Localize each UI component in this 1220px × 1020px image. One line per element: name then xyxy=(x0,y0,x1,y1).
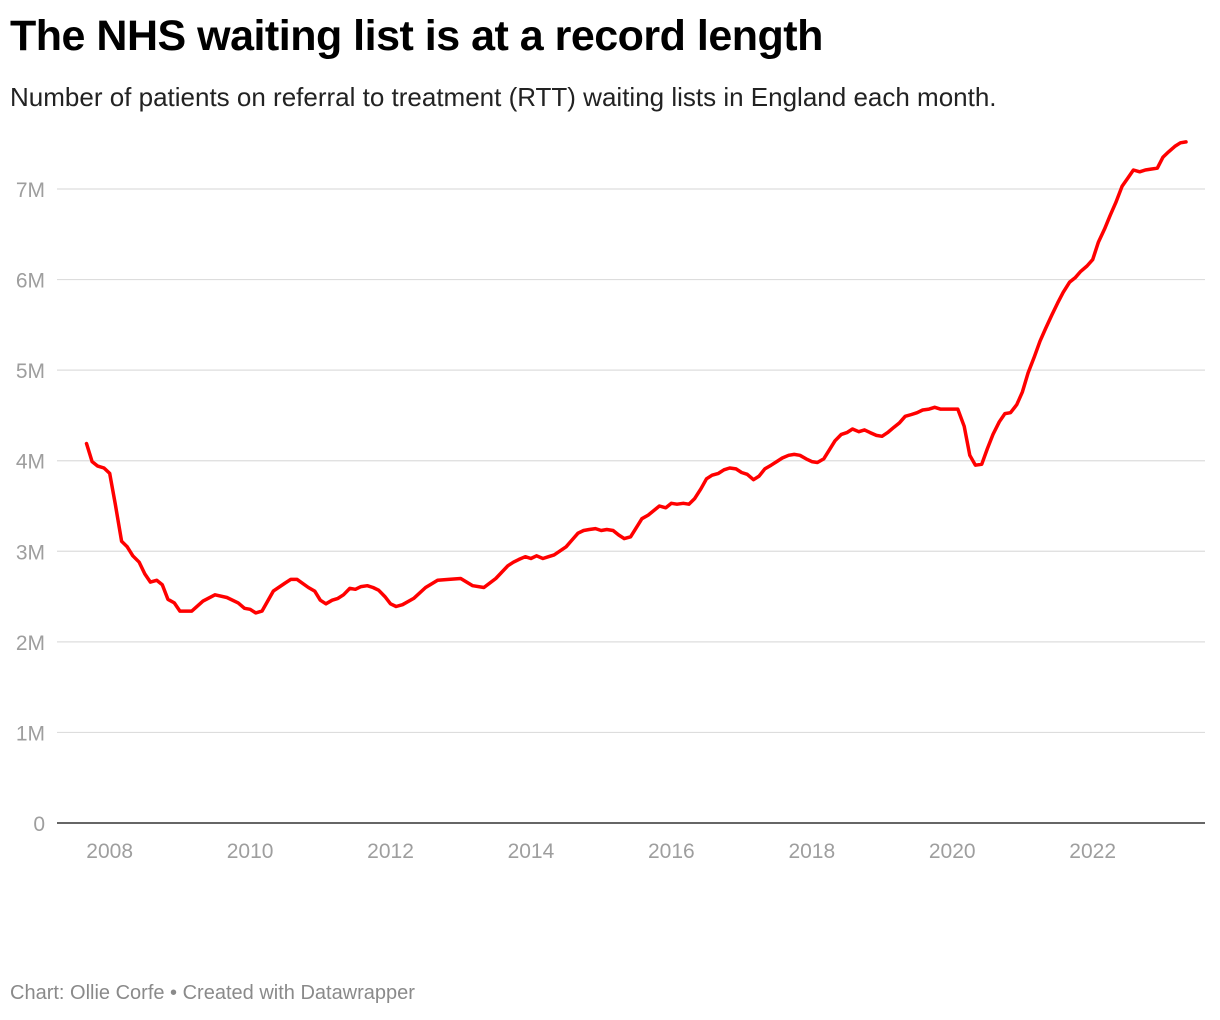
y-tick-label: 7M xyxy=(16,179,45,202)
y-axis-labels: 0 1M 2M 3M 4M 5M 6M 7M xyxy=(16,179,45,836)
x-tick-label: 2008 xyxy=(86,840,133,863)
y-tick-label: 5M xyxy=(16,360,45,383)
x-tick-label: 2022 xyxy=(1069,840,1116,863)
x-tick-label: 2016 xyxy=(648,840,695,863)
chart-subtitle: Number of patients on referral to treatm… xyxy=(10,82,997,112)
y-tick-label: 3M xyxy=(16,541,45,564)
y-tick-label: 0 xyxy=(33,813,45,836)
x-tick-label: 2012 xyxy=(367,840,414,863)
y-tick-label: 2M xyxy=(16,632,45,655)
series-layer xyxy=(84,140,1188,615)
y-tick-label: 6M xyxy=(16,270,45,293)
x-tick-label: 2010 xyxy=(227,840,274,863)
x-tick-label: 2014 xyxy=(508,840,555,863)
x-axis-labels: 2008 2010 2012 2014 2016 2018 2020 2022 xyxy=(86,840,1116,863)
x-tick-label: 2020 xyxy=(929,840,976,863)
y-tick-label: 1M xyxy=(16,722,45,745)
chart-credit: Chart: Ollie Corfe • Created with Datawr… xyxy=(10,982,415,1004)
y-tick-label: 4M xyxy=(16,451,45,474)
gridlines xyxy=(57,188,1205,824)
series-line xyxy=(84,140,1188,615)
chart-title: The NHS waiting list is at a record leng… xyxy=(10,12,823,60)
x-tick-label: 2018 xyxy=(788,840,835,863)
